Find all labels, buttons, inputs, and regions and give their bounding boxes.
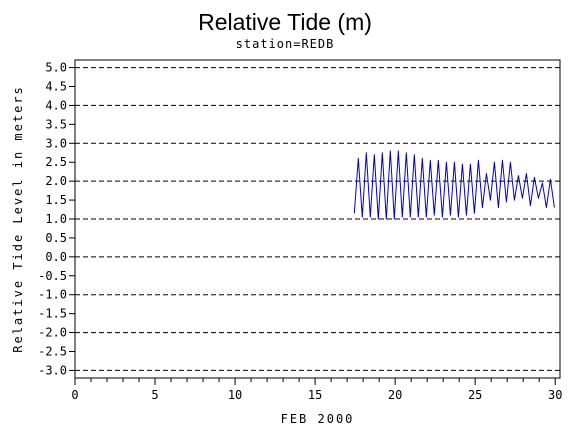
y-tick-label: 4.0 — [45, 98, 67, 112]
y-tick-label: -1.0 — [38, 288, 67, 302]
y-tick-label: -2.5 — [38, 345, 67, 359]
y-tick-label: -2.0 — [38, 326, 67, 340]
x-tick-label: 0 — [71, 388, 78, 402]
series-line — [353, 150, 555, 220]
y-tick-label: -3.0 — [38, 363, 67, 377]
y-tick-label: 0.5 — [45, 231, 67, 245]
y-tick-label: 1.0 — [45, 212, 67, 226]
x-axis-ticks: 0 5 10 15 20 25 30 — [71, 378, 562, 402]
y-tick-label: 3.0 — [45, 136, 67, 150]
y-tick-label: 2.0 — [45, 174, 67, 188]
series-layer — [353, 150, 555, 220]
x-axis-label: FEB 2000 — [281, 412, 355, 426]
x-tick-label: 5 — [151, 388, 158, 402]
gridlines — [75, 67, 560, 371]
y-tick-label: 1.5 — [45, 193, 67, 207]
y-axis-label: Relative Tide Level in meters — [11, 85, 25, 353]
x-tick-label: 25 — [468, 388, 482, 402]
y-tick-label: 4.5 — [45, 80, 67, 94]
y-axis-ticks: 5.0 4.5 4.0 3.5 3.0 2.5 2.0 1.5 1.0 0.5 0.0 -0.5 -1.… — [38, 61, 75, 377]
x-tick-label: 30 — [548, 388, 562, 402]
x-tick-label: 10 — [228, 388, 242, 402]
x-tick-label: 20 — [388, 388, 402, 402]
x-tick-label: 15 — [308, 388, 322, 402]
y-tick-label: 0.0 — [45, 250, 67, 264]
y-tick-label: 5.0 — [45, 61, 67, 75]
y-tick-label: -0.5 — [38, 269, 67, 283]
chart-subtitle: station=REDB — [236, 37, 335, 51]
y-tick-label: -1.5 — [38, 307, 67, 321]
y-tick-label: 2.5 — [45, 155, 67, 169]
chart-title: Relative Tide (m) — [198, 9, 372, 35]
y-tick-label: 3.5 — [45, 117, 67, 131]
